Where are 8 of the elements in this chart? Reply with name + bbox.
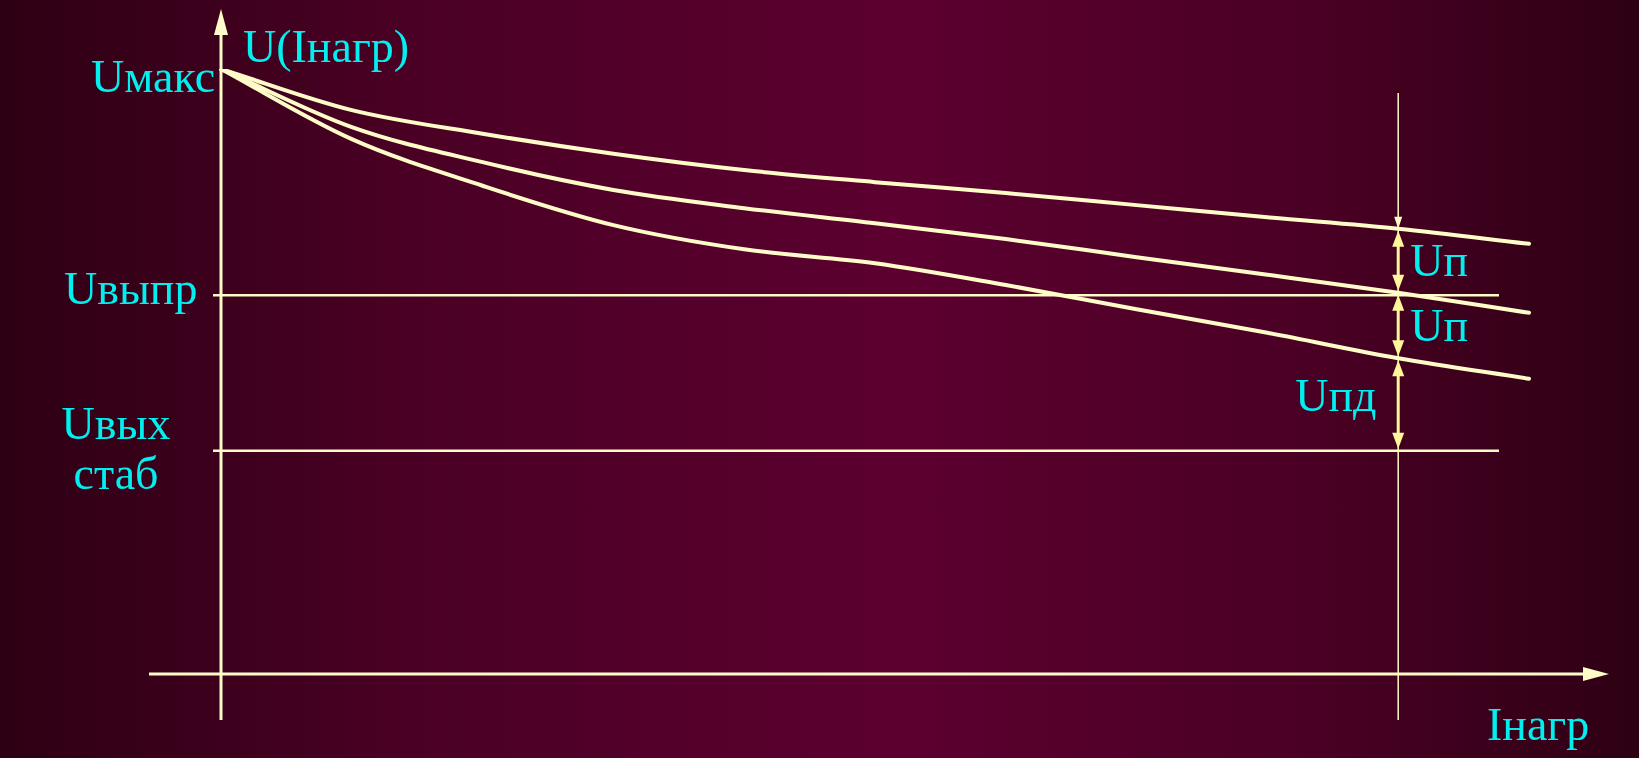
ref-line-label: Uвых стаб (60, 397, 172, 499)
x-axis-title: Iнагр (1487, 699, 1590, 750)
y-axis-title: U(Iнагр) (243, 21, 410, 72)
annotation: Uмакс (91, 51, 216, 102)
annotation: Uп (1410, 299, 1469, 351)
ref-line-label: Uвыпр (64, 263, 198, 315)
annotation: Uп (1410, 234, 1469, 286)
annotation: Uпд (1295, 370, 1377, 422)
